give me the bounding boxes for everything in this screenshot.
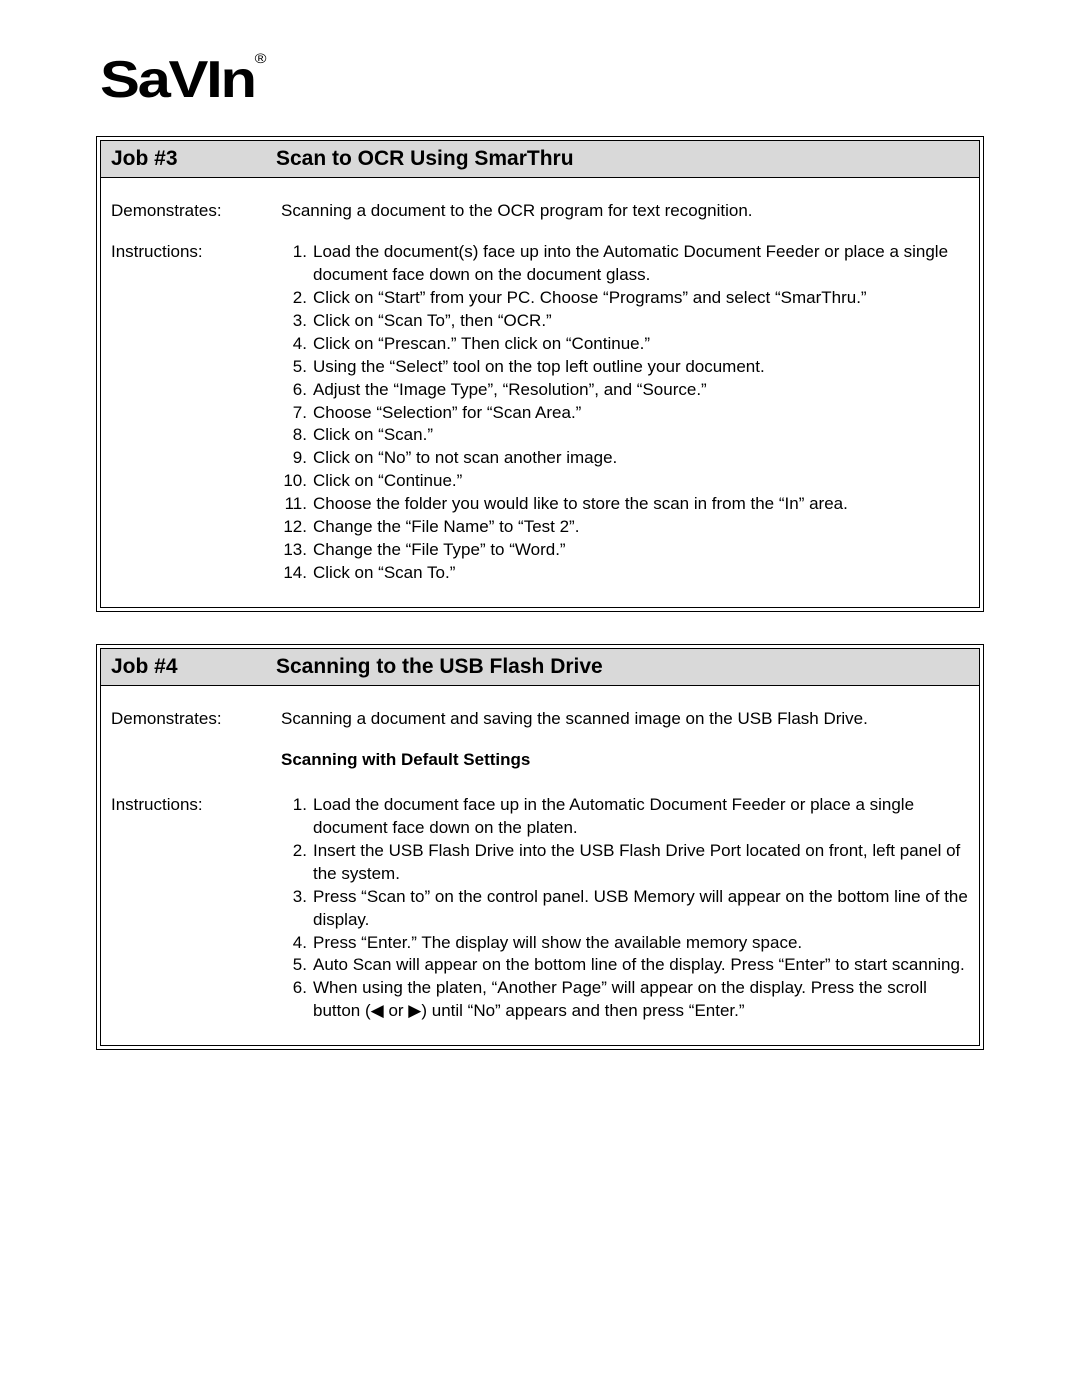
demonstrates-label: Demonstrates: xyxy=(111,200,281,223)
job-3-steps: Load the document(s) face up into the Au… xyxy=(281,241,969,585)
logo: SaVIn® xyxy=(100,50,1080,110)
job-3-box: Job #3 Scan to OCR Using SmarThru Demons… xyxy=(100,140,980,608)
list-item: Click on “Scan To.” xyxy=(281,562,969,585)
list-item: Press “Enter.” The display will show the… xyxy=(281,932,969,955)
job-4-title: Scanning to the USB Flash Drive xyxy=(276,655,969,679)
list-item: When using the platen, “Another Page” wi… xyxy=(281,977,969,1023)
logo-text: SaVIn xyxy=(100,51,255,109)
list-item: Load the document face up in the Automat… xyxy=(281,794,969,840)
list-item: Click on “Start” from your PC. Choose “P… xyxy=(281,287,969,310)
logo-registered: ® xyxy=(255,50,265,66)
list-item: Load the document(s) face up into the Au… xyxy=(281,241,969,287)
subheading: Scanning with Default Settings xyxy=(281,749,969,772)
list-item: Choose the folder you would like to stor… xyxy=(281,493,969,516)
list-item: Change the “File Type” to “Word.” xyxy=(281,539,969,562)
job-3-header: Job #3 Scan to OCR Using SmarThru xyxy=(101,141,979,178)
list-item: Change the “File Name” to “Test 2”. xyxy=(281,516,969,539)
job-4-steps: Load the document face up in the Automat… xyxy=(281,794,969,1023)
list-item: Click on “Continue.” xyxy=(281,470,969,493)
list-item: Press “Scan to” on the control panel. US… xyxy=(281,886,969,932)
spacer xyxy=(111,749,281,776)
list-item: Using the “Select” tool on the top left … xyxy=(281,356,969,379)
list-item: Choose “Selection” for “Scan Area.” xyxy=(281,402,969,425)
job-3-title: Scan to OCR Using SmarThru xyxy=(276,147,969,171)
job-3-body: Demonstrates: Scanning a document to the… xyxy=(101,178,979,607)
list-item: Click on “Scan To”, then “OCR.” xyxy=(281,310,969,333)
demonstrates-text: Scanning a document to the OCR program f… xyxy=(281,200,969,223)
list-item: Insert the USB Flash Drive into the USB … xyxy=(281,840,969,886)
job-4-box: Job #4 Scanning to the USB Flash Drive D… xyxy=(100,648,980,1046)
list-item: Adjust the “Image Type”, “Resolution”, a… xyxy=(281,379,969,402)
job-3-number: Job #3 xyxy=(111,147,276,171)
job-4-header: Job #4 Scanning to the USB Flash Drive xyxy=(101,649,979,686)
list-item: Auto Scan will appear on the bottom line… xyxy=(281,954,969,977)
demonstrates-text: Scanning a document and saving the scann… xyxy=(281,708,969,731)
instructions-label: Instructions: xyxy=(111,794,281,1023)
job-4-body: Demonstrates: Scanning a document and sa… xyxy=(101,686,979,1045)
list-item: Click on “No” to not scan another image. xyxy=(281,447,969,470)
list-item: Click on “Scan.” xyxy=(281,424,969,447)
list-item: Click on “Prescan.” Then click on “Conti… xyxy=(281,333,969,356)
job-4-number: Job #4 xyxy=(111,655,276,679)
demonstrates-label: Demonstrates: xyxy=(111,708,281,731)
instructions-label: Instructions: xyxy=(111,241,281,585)
